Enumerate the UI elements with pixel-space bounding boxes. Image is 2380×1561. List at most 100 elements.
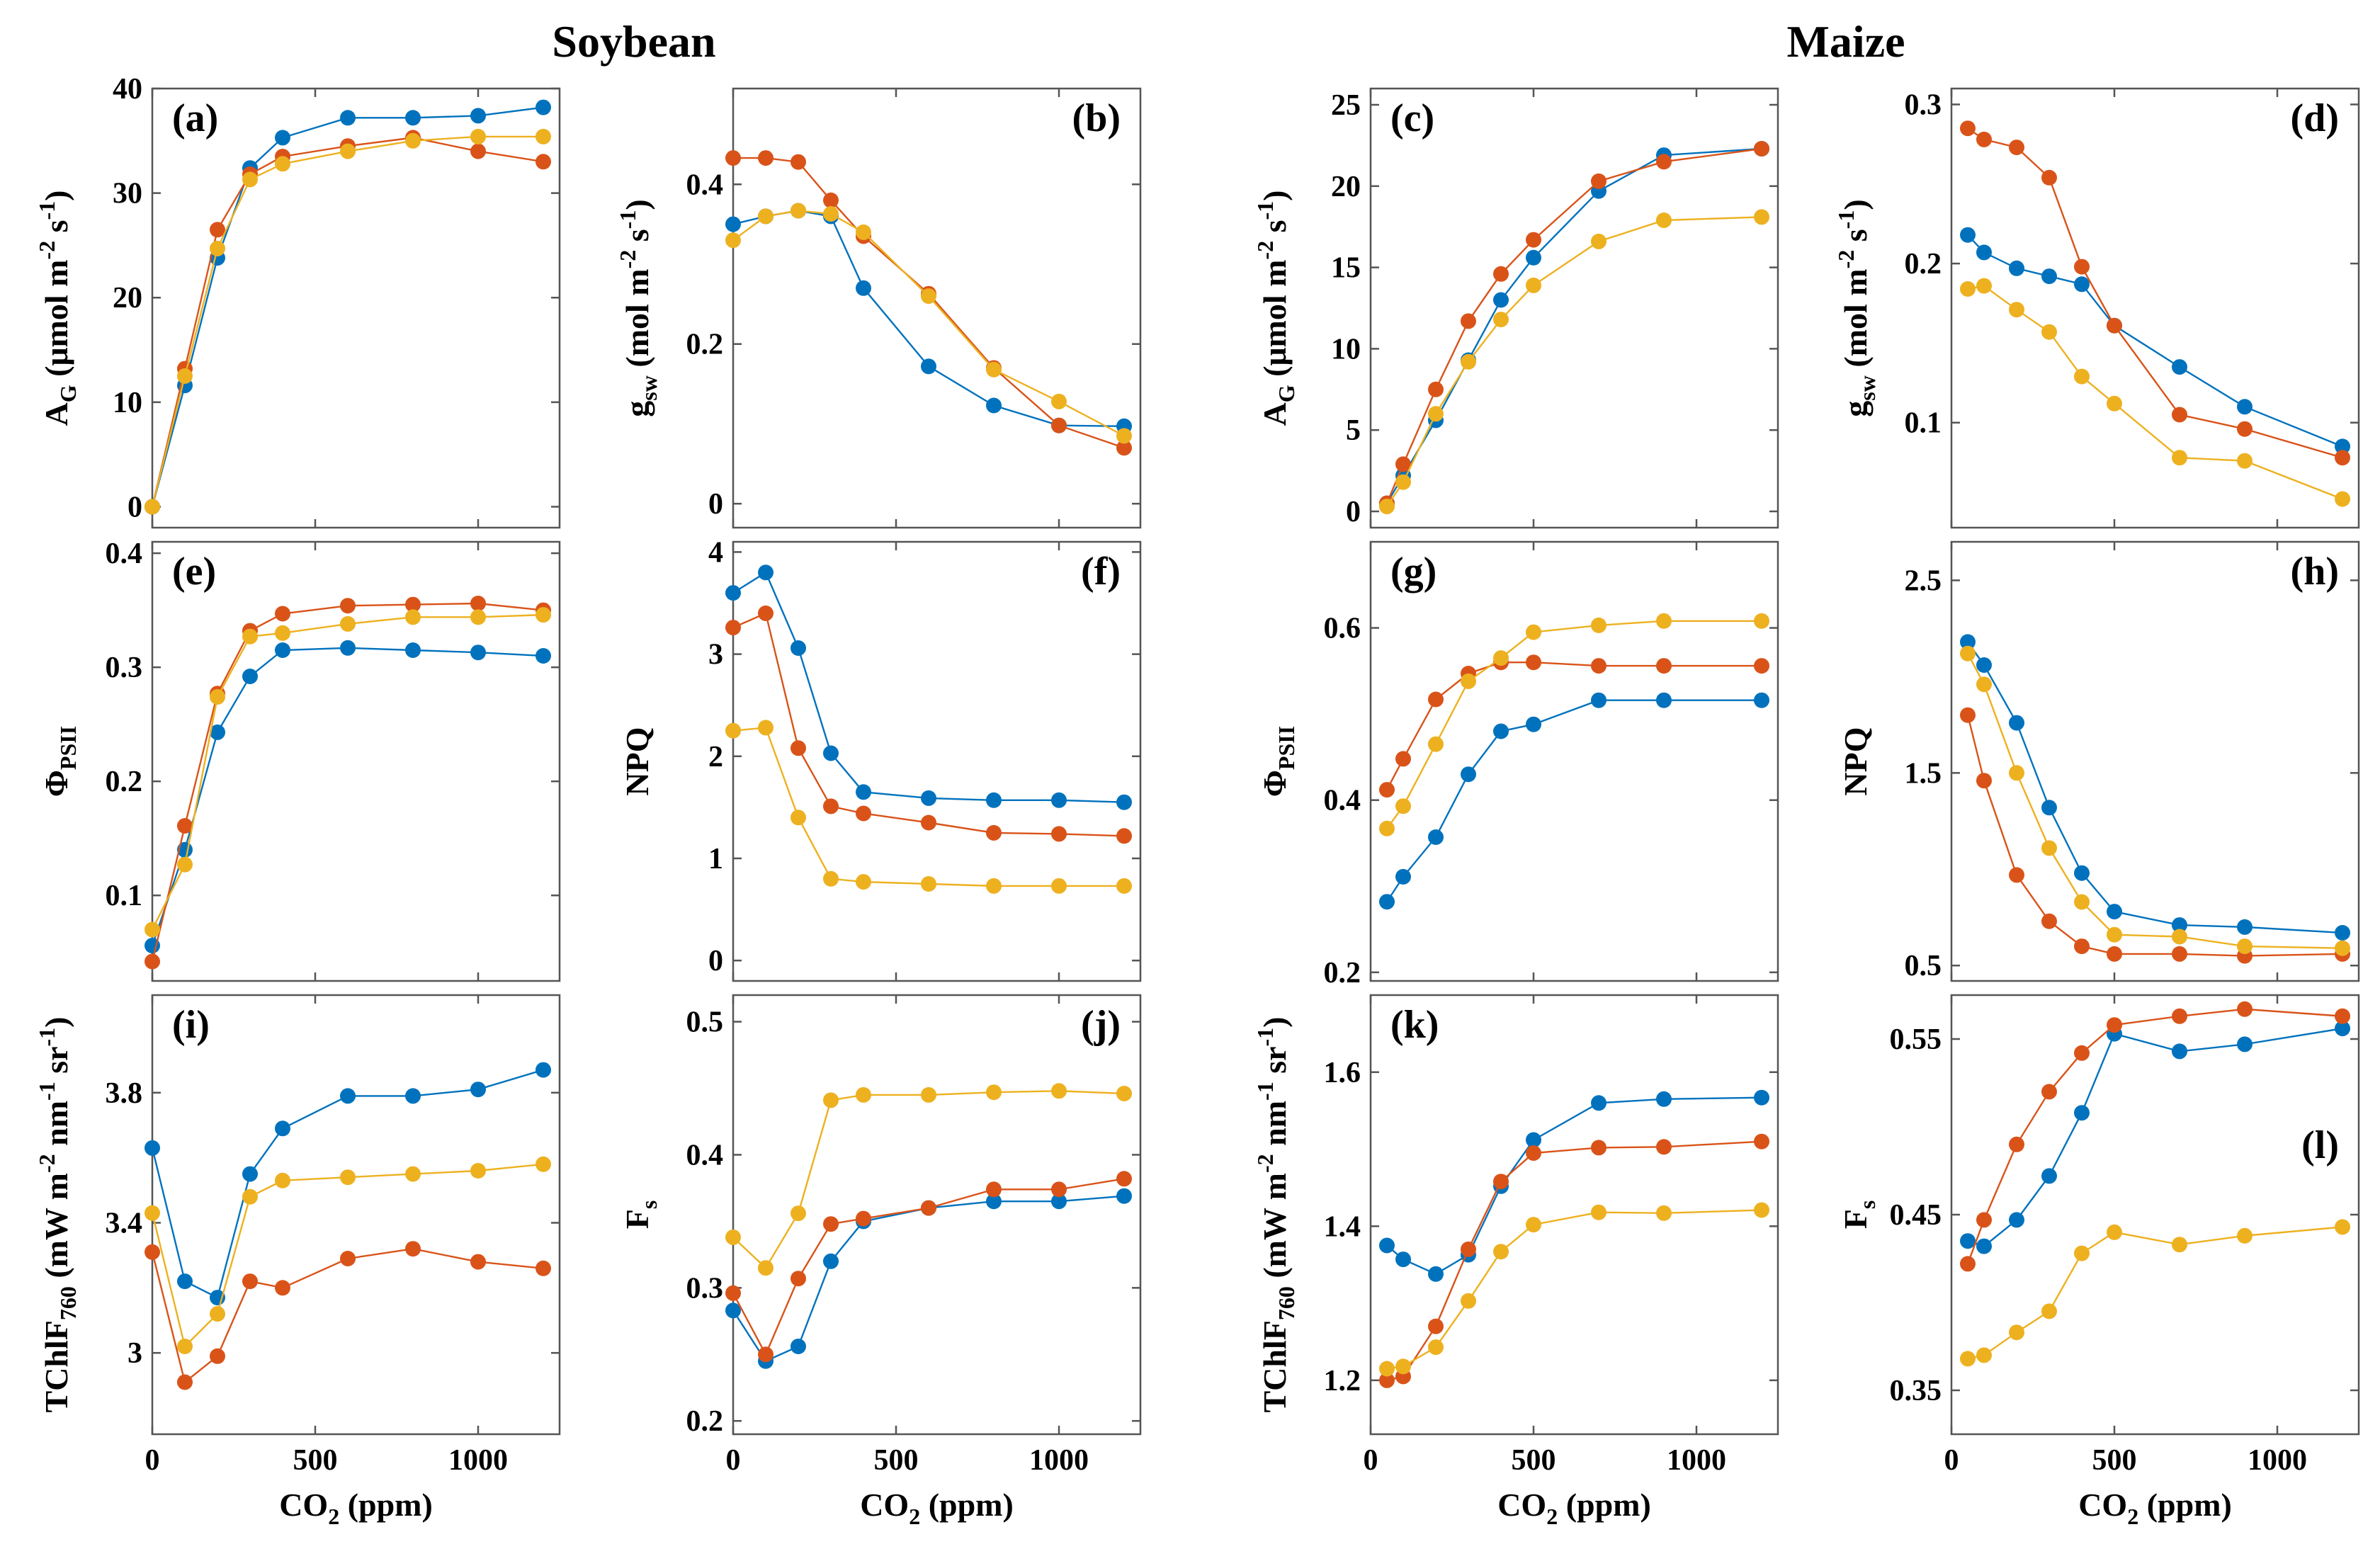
- data-point: [1960, 634, 1976, 650]
- data-point: [405, 609, 421, 625]
- y-tick-label: 0.6: [1324, 613, 1361, 645]
- panel-label: (d): [2291, 96, 2339, 140]
- data-point: [1976, 244, 1992, 261]
- series-2: [1960, 120, 2350, 466]
- data-point: [2009, 1212, 2024, 1228]
- panel-c: 0 5 10 15 20 25 (c) AG (μmol m-2 s-1): [1252, 87, 1779, 529]
- panel-g: 0.2 0.4 0.6 (g) ΦPSII: [1257, 540, 1779, 989]
- series-line: [1966, 653, 2343, 949]
- plot-frame: [1369, 994, 1779, 1436]
- data-point: [2041, 324, 2057, 340]
- y-tick-label: 15: [1331, 252, 1361, 285]
- data-point: [210, 1348, 225, 1364]
- data-point: [986, 1193, 1002, 1210]
- data-point: [1379, 782, 1395, 798]
- y-tick-label: 2.5: [1905, 564, 1942, 597]
- data-point: [758, 605, 774, 621]
- data-point: [1976, 1347, 1992, 1363]
- panel-label: (h): [2291, 550, 2339, 594]
- data-point: [2107, 395, 2122, 411]
- panel-h: 0.5 1.5 2.5 (h) NPQ: [1837, 540, 2360, 982]
- series-line: [151, 106, 544, 507]
- data-point: [725, 232, 741, 249]
- data-point: [242, 628, 258, 645]
- data-point: [1428, 829, 1444, 845]
- data-point: [1379, 1361, 1395, 1377]
- data-point: [470, 1163, 486, 1179]
- data-point: [2009, 1136, 2024, 1152]
- series-1: [725, 203, 1132, 434]
- data-point: [2074, 1105, 2090, 1121]
- y-tick-label: 0.4: [686, 1139, 724, 1171]
- data-point: [2107, 317, 2122, 334]
- data-point: [1461, 313, 1476, 329]
- y-tick-label: 3: [708, 639, 723, 671]
- y-axis-label: ΦPSII: [1257, 726, 1299, 797]
- panel-label: (i): [172, 1003, 210, 1047]
- y-axis-label: gsw (mol m-2 s-1): [1833, 199, 1880, 416]
- data-point: [1656, 154, 1672, 170]
- data-point: [1960, 227, 1976, 243]
- data-point: [790, 1271, 806, 1287]
- x-tick-label: 1000: [2248, 1444, 2307, 1477]
- data-point: [177, 1339, 193, 1354]
- y-axis-label: AG (μmol m-2 s-1): [34, 191, 81, 426]
- data-point: [758, 150, 774, 166]
- data-point: [986, 397, 1002, 414]
- data-point: [340, 615, 356, 632]
- data-point: [1051, 878, 1067, 894]
- panel-label: (a): [172, 96, 218, 140]
- data-point: [2172, 1043, 2187, 1060]
- x-tick-label: 0: [1944, 1444, 1959, 1477]
- data-point: [2041, 840, 2057, 856]
- data-point: [1976, 1238, 1992, 1254]
- data-point: [986, 792, 1002, 808]
- data-point: [2009, 1324, 2024, 1341]
- data-point: [1960, 645, 1976, 662]
- data-point: [1051, 1083, 1067, 1099]
- data-point: [1656, 692, 1672, 708]
- y-tick-label: 3: [128, 1337, 142, 1370]
- data-point: [1116, 1086, 1132, 1101]
- series-line: [732, 210, 1125, 427]
- series-3: [1960, 278, 2350, 507]
- data-point: [2041, 1303, 2057, 1319]
- data-point: [1116, 1188, 1132, 1204]
- y-tick-label: 10: [1331, 333, 1361, 365]
- data-point: [1493, 650, 1509, 666]
- data-point: [1526, 1132, 1541, 1148]
- data-point: [2237, 421, 2252, 437]
- data-point: [210, 1306, 225, 1322]
- x-axis-label: CO2 (ppm): [1497, 1487, 1651, 1529]
- data-point: [210, 240, 225, 256]
- data-point: [210, 222, 225, 238]
- data-point: [2074, 1045, 2090, 1061]
- data-point: [340, 640, 356, 656]
- data-point: [1379, 499, 1395, 515]
- data-point: [823, 192, 839, 208]
- y-tick-label: 0: [128, 491, 142, 523]
- data-point: [856, 805, 871, 822]
- data-point: [1428, 406, 1444, 422]
- data-point: [2009, 140, 2024, 156]
- data-point: [1379, 1372, 1395, 1388]
- data-point: [1428, 691, 1444, 708]
- series-line: [1386, 147, 1762, 504]
- series-1: [144, 640, 551, 954]
- y-tick-label: 0.2: [686, 1405, 724, 1438]
- data-point: [1526, 1145, 1541, 1161]
- data-point: [1526, 654, 1541, 671]
- plot-frame: [1369, 540, 1779, 982]
- data-point: [2107, 1017, 2122, 1033]
- data-point: [1960, 1256, 1976, 1272]
- data-point: [1591, 617, 1606, 633]
- data-point: [536, 128, 551, 144]
- data-point: [177, 1374, 193, 1390]
- data-point: [986, 824, 1002, 841]
- y-tick-label: 0: [1346, 496, 1361, 528]
- x-tick-label: 500: [874, 1444, 919, 1477]
- data-point: [210, 689, 225, 705]
- data-point: [2009, 302, 2024, 318]
- data-point: [1395, 456, 1411, 472]
- data-point: [177, 856, 193, 873]
